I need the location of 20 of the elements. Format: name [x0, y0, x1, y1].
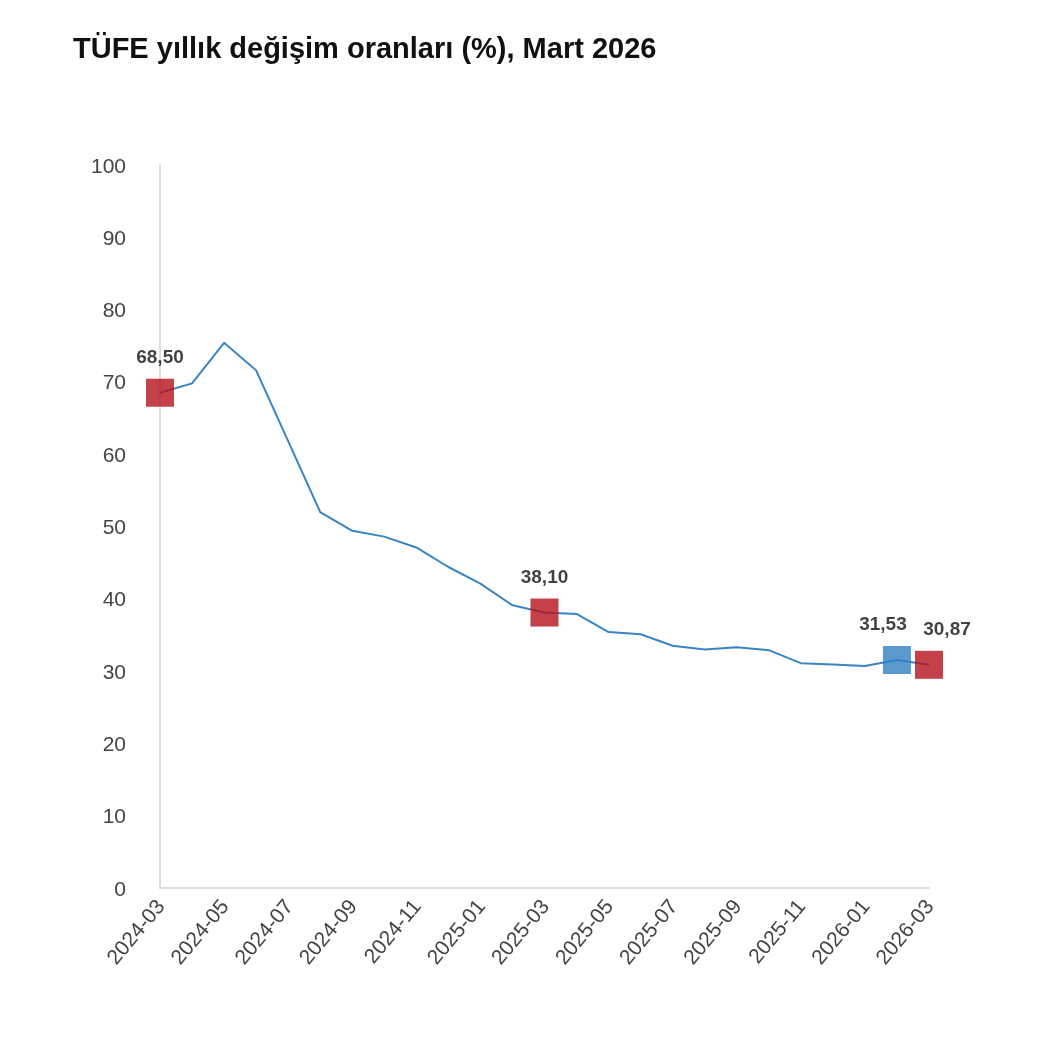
point — [882, 646, 911, 675]
chart-title: TÜFE yıllık değişim oranları (%), Mart 2026 — [73, 31, 657, 64]
point — [530, 598, 559, 627]
data-label: 30,87 — [923, 617, 971, 639]
y-tick-label: 10 — [102, 804, 126, 828]
y-tick-label: 90 — [102, 225, 126, 249]
point — [915, 650, 943, 679]
y-tick-label: 80 — [102, 298, 126, 322]
y-tick-label: 20 — [102, 731, 126, 755]
y-tick-label: 100 — [90, 153, 126, 177]
y-tick-label: 30 — [102, 659, 126, 683]
data-label: 38,10 — [520, 565, 569, 587]
data-label: 31,53 — [859, 613, 907, 635]
y-tick-label: 60 — [102, 442, 126, 466]
y-tick-label: 40 — [102, 587, 126, 611]
y-tick-label: 70 — [102, 370, 126, 394]
point — [146, 378, 174, 407]
y-tick-label: 0 — [114, 876, 126, 900]
y-tick-label: 50 — [102, 515, 126, 538]
data-label: 68,50 — [136, 345, 184, 367]
